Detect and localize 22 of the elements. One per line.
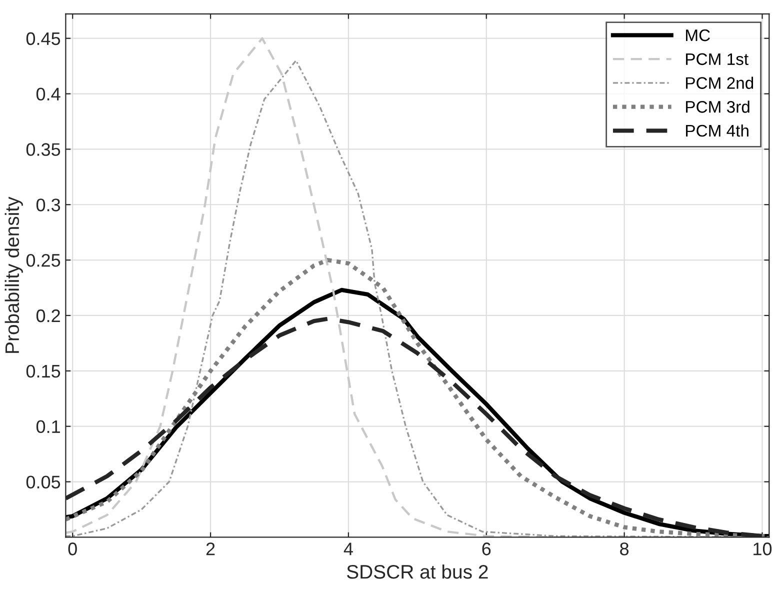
y-tick-label: 0.2 — [36, 309, 60, 322]
y-tick-label: 0.05 — [26, 476, 60, 488]
y-tick-label: 0.3 — [36, 198, 60, 212]
y-tick-label: 0.4 — [36, 88, 60, 100]
x-tick-label: 10 — [754, 542, 772, 556]
legend-label: PCM 2nd — [686, 76, 754, 89]
y-axis-title: Probability density — [4, 196, 23, 353]
y-tick-label: 0.15 — [26, 364, 60, 378]
y-tick-label: 0.1 — [36, 420, 60, 434]
legend-label: PCM 1st — [686, 53, 748, 66]
x-tick-label: 8 — [620, 542, 629, 556]
x-tick-label: 6 — [482, 542, 491, 556]
legend-label: PCM 4th — [686, 124, 748, 137]
legend-label: MC — [686, 29, 710, 42]
legend-label: PCM 3rd — [686, 100, 750, 113]
y-tick-label: 0.35 — [26, 143, 60, 156]
x-axis-title: SDSCR at bus 2 — [346, 564, 488, 579]
x-tick-label: 0 — [68, 542, 77, 556]
y-tick-label: 0.25 — [26, 254, 60, 267]
y-tick-label: 0.45 — [26, 32, 60, 46]
x-tick-label: 2 — [206, 542, 215, 556]
x-tick-label: 4 — [344, 542, 353, 556]
